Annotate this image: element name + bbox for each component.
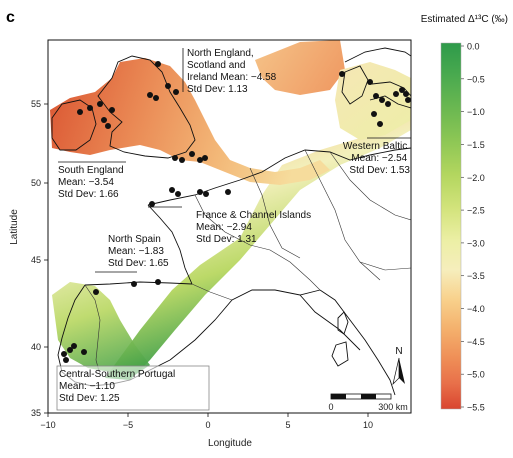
- scale-bar-end: 300 km: [378, 402, 408, 412]
- legend-tick-label: −1.5: [467, 140, 485, 150]
- sample-point: [97, 101, 103, 107]
- sample-point: [189, 151, 195, 157]
- legend-tick-label: −1.0: [467, 107, 485, 117]
- map-area: North England, Scotland and Ireland Mean…: [48, 40, 411, 413]
- x-tick-label: 0: [205, 420, 210, 430]
- legend-tick-label: −5.0: [467, 370, 485, 380]
- map-frame: [47, 39, 412, 414]
- sample-point: [367, 79, 373, 85]
- sample-point: [179, 157, 185, 163]
- sample-point: [131, 281, 137, 287]
- sample-point: [339, 71, 345, 77]
- sample-point: [155, 61, 161, 67]
- sample-point: [403, 91, 409, 97]
- legend-tick-label: −2.0: [467, 173, 485, 183]
- sample-point: [77, 109, 83, 115]
- region-label-france: France & Channel Islands Mean: −2.94 Std…: [196, 210, 314, 245]
- uk-ireland-region: [50, 58, 330, 185]
- axis-tick-marks: [44, 103, 369, 417]
- sample-point: [197, 157, 203, 163]
- sample-point: [377, 121, 383, 127]
- sample-point: [197, 189, 203, 195]
- legend-tick-label: −0.5: [467, 74, 485, 84]
- sample-point: [149, 201, 155, 207]
- sample-point: [105, 123, 111, 129]
- sample-points: [61, 61, 411, 363]
- legend-ticks: 0.0 −0.5 −1.0 −1.5 −2.0 −2.5 −3.0 −3.5 −4.0 −4.5 −…: [461, 42, 485, 413]
- baltic-region: [335, 62, 411, 140]
- region-label-western-baltic: Western Baltic Mean: −2.54 Std Dev: 1.53: [343, 141, 411, 176]
- north-arrow-label: N: [395, 346, 402, 357]
- sample-point: [172, 155, 178, 161]
- sample-point: [393, 91, 399, 97]
- sample-point: [371, 111, 377, 117]
- sample-point: [147, 92, 153, 98]
- x-tick-label: −5: [123, 420, 133, 430]
- north-sea-patch: [255, 40, 345, 95]
- y-tick-label: 40: [31, 342, 41, 352]
- legend-tick-label: −5.5: [467, 403, 485, 413]
- iberia-region: [52, 282, 150, 375]
- sample-point: [202, 155, 208, 161]
- north-arrow: N: [392, 346, 405, 386]
- y-axis-title: Latitude: [9, 209, 20, 245]
- sample-point: [81, 349, 87, 355]
- sample-point: [155, 279, 161, 285]
- sample-point: [379, 97, 385, 103]
- label-leaders: [58, 48, 411, 273]
- sample-point: [203, 191, 209, 197]
- country-borders: [84, 149, 411, 376]
- x-tick-label: −10: [40, 420, 55, 430]
- panel-letter: c: [6, 9, 15, 26]
- legend-tick-label: −2.5: [467, 206, 485, 216]
- sample-point: [225, 189, 231, 195]
- legend-colorbar: [440, 42, 462, 410]
- sample-point: [175, 191, 181, 197]
- region-label-portugal: Central-Southern Portugal Mean: −1.10 St…: [59, 369, 178, 404]
- legend-tick-label: −4.5: [467, 337, 485, 347]
- region-label-north-spain: North Spain Mean: −1.83 Std Dev: 1.65: [108, 234, 169, 269]
- x-tick-label: 5: [285, 420, 290, 430]
- y-tick-label: 45: [31, 255, 41, 265]
- legend-tick-label: −3.5: [467, 271, 485, 281]
- scale-bar: 0 300 km: [328, 393, 408, 412]
- sample-point: [173, 89, 179, 95]
- sample-point: [67, 347, 73, 353]
- region-label-south-england: South England Mean: −3.54 Std Dev: 1.66: [58, 165, 126, 200]
- x-axis-title: Longitude: [208, 438, 252, 449]
- scale-bar-start: 0: [328, 402, 333, 412]
- legend-tick-label: −4.0: [467, 304, 485, 314]
- sample-point: [153, 95, 159, 101]
- region-label-north-england: North England, Scotland and Ireland Mean…: [187, 48, 279, 95]
- legend-title: Estimated Δ¹³C (‰): [421, 14, 508, 25]
- x-tick-label: 10: [363, 420, 373, 430]
- sample-point: [87, 105, 93, 111]
- sample-point: [405, 97, 411, 103]
- sample-point: [61, 351, 67, 357]
- sample-point: [165, 83, 171, 89]
- y-tick-label: 50: [31, 178, 41, 188]
- sample-point: [399, 87, 405, 93]
- sample-point: [93, 289, 99, 295]
- sample-point: [71, 343, 77, 349]
- sample-point: [169, 187, 175, 193]
- sample-point: [385, 101, 391, 107]
- y-tick-label: 55: [31, 99, 41, 109]
- y-tick-label: 35: [31, 408, 41, 418]
- sample-point: [109, 107, 115, 113]
- prediction-swath: [105, 118, 411, 380]
- legend-tick-label: −3.0: [467, 238, 485, 248]
- legend-tick-label: 0.0: [467, 42, 480, 52]
- sample-point: [63, 357, 69, 363]
- portugal-label-box: [56, 365, 210, 411]
- sample-point: [101, 117, 107, 123]
- sample-point: [373, 93, 379, 99]
